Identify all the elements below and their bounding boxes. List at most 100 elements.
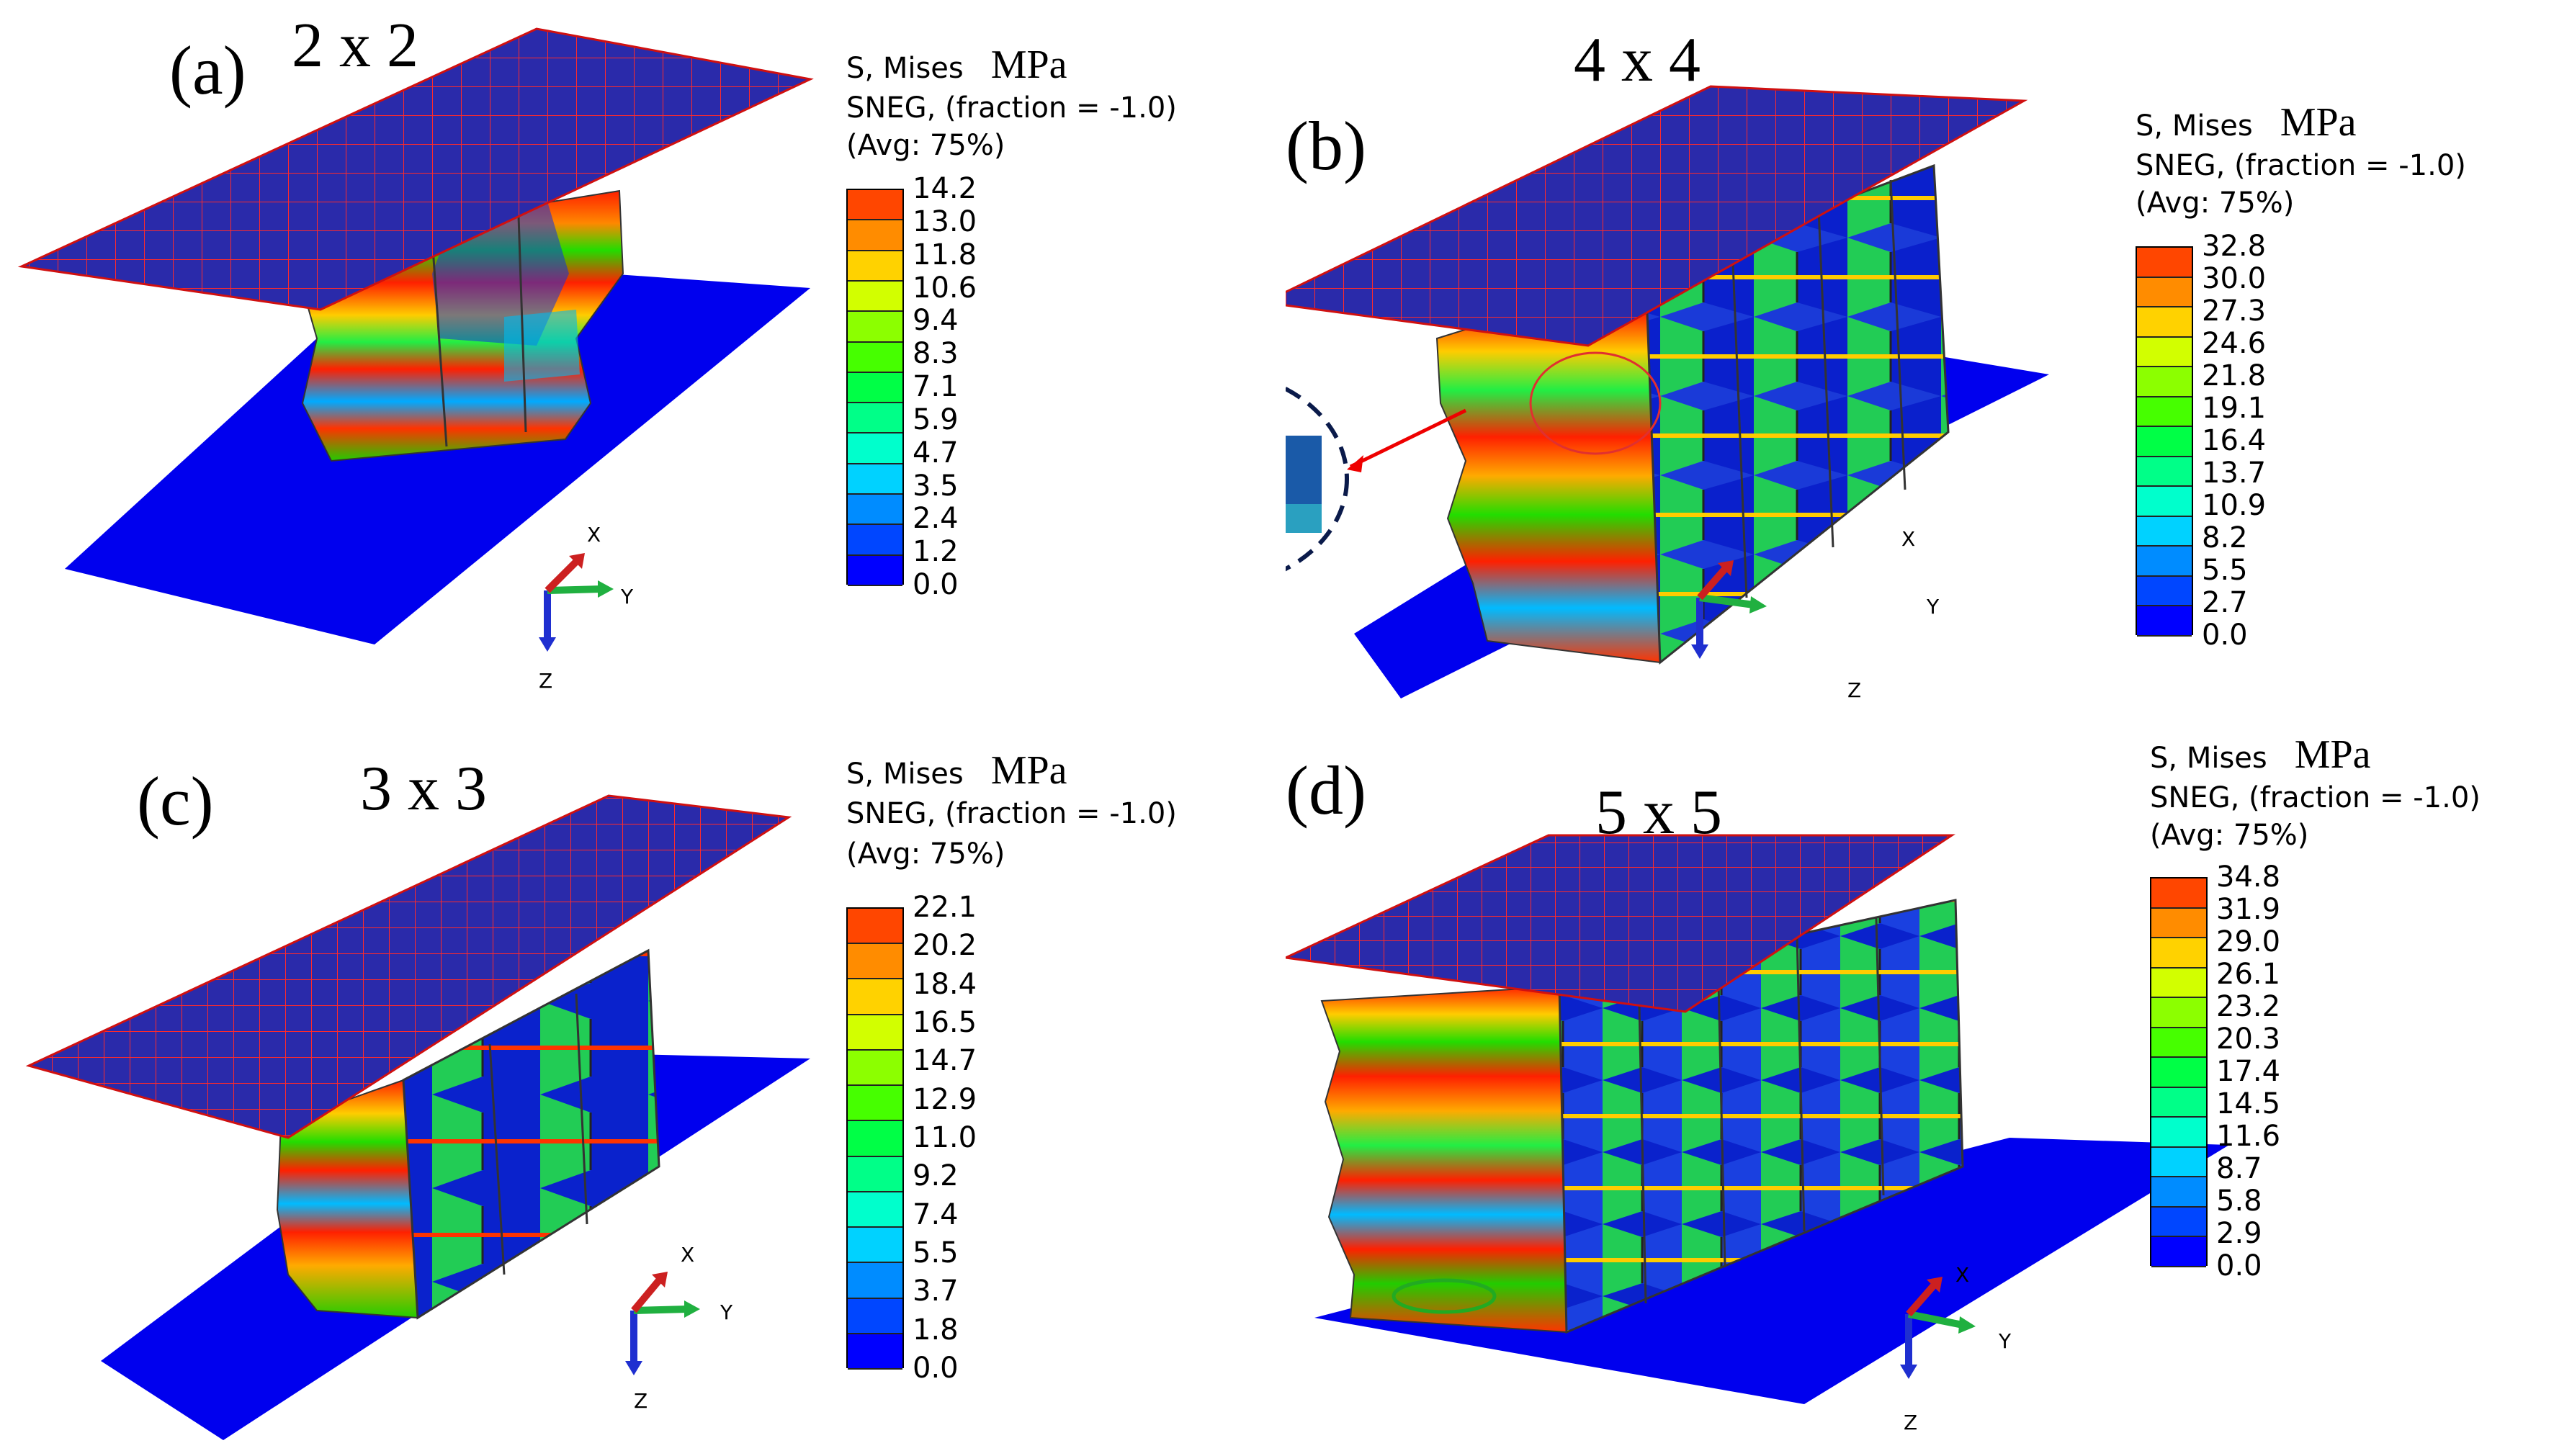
color-bar-segment [2151,1207,2206,1238]
color-bar-segment [2151,1058,2206,1088]
axis-triad-a: X Y Z [539,523,634,693]
color-bar-segment [2151,908,2206,939]
axis-triad-c: X Y Z [625,1243,733,1413]
color-bar-segment [2137,547,2192,577]
panel-b: X Y Z (b) 4 x 4 S, Mises MPa SNEG, (fract… [1286,0,2572,720]
stress-legend: S, Mises MPa SNEG, (fraction = -1.0) (Avg… [2136,94,2546,662]
color-bar-segment [848,1192,902,1228]
color-bar-segment [2137,277,2192,308]
color-bar-segment [848,979,902,1015]
legend-tick-label: 1.2 [913,535,959,569]
legend-tick-label: 30.0 [2202,262,2267,295]
fea-model-d: X Y Z [1286,834,2229,1434]
legend-avg: (Avg: 75%) [2150,819,2309,852]
color-bar-segment [2151,878,2206,909]
legend-tick-label: 29.0 [2216,925,2281,958]
legend-tick-label: 34.8 [2216,860,2281,894]
legend-tick-label: 18.4 [913,967,977,1001]
color-bar-segment [848,312,902,343]
legend-tick-label: 16.4 [2202,424,2267,457]
legend-tick-label: 3.5 [913,469,959,503]
color-bar-segment [2137,248,2192,278]
legend-tick-label: 9.2 [913,1159,959,1193]
legend-tick-label: 14.5 [2216,1087,2281,1120]
color-bar-segment [848,1086,902,1122]
grid-size-title: 5 x 5 [1595,778,1722,848]
legend-tick-label: 12.9 [913,1082,977,1116]
color-bar-segment [2137,427,2192,457]
color-bar [846,907,904,1370]
color-bar-segment [848,1050,902,1087]
color-bar [2150,877,2208,1267]
legend-tick-label: 11.8 [913,238,977,271]
legend-tick-label: 1.8 [913,1313,959,1347]
legend-tick-label: 27.3 [2202,295,2267,328]
color-bar-segment [2151,1118,2206,1148]
fea-model-c: X Y Z [25,794,810,1440]
color-bar-segment [848,525,902,556]
stress-legend: S, Mises MPa SNEG, (fraction = -1.0) (Avg… [846,734,1278,1411]
panel-a: X Y Z (a) 2 x 2 S, Mises MPa SNEG, (fract… [0,0,1286,720]
legend-tick-label: 21.8 [2202,359,2267,392]
color-bar-segment [848,190,902,221]
axis-triad-b: X Y Z [1691,527,1940,702]
legend-tick-label: 13.7 [2202,457,2267,490]
color-bar-segment [2151,1237,2206,1267]
color-bar-segment [2137,457,2192,487]
color-bar-segment [2151,1147,2206,1178]
legend-tick-label: 0.0 [913,568,959,601]
axis-z-label: Z [1847,678,1861,702]
color-bar-segment [848,251,902,282]
color-bar-segment [2151,1087,2206,1118]
color-bar-segment [2151,938,2206,969]
color-bar-segment [2137,487,2192,517]
axis-y-label: Y [1998,1329,2012,1353]
axis-y-label: Y [1926,595,1940,619]
grid-size-title: 2 x 2 [292,11,418,81]
color-bar-segment [2137,606,2192,637]
color-bar-segment [848,281,902,313]
legend-tick-label: 31.9 [2216,893,2281,926]
panel-tag: (a) [169,32,246,109]
panel-tag: (d) [1286,752,1366,829]
legend-tick-label: 19.1 [2202,392,2267,425]
legend-tick-label: 10.6 [913,271,977,305]
color-bar-segment [2151,998,2206,1028]
panel-d: X Y Z (d) 5 x 5 S, Mises MPa SNEG, (fract… [1286,720,2572,1456]
stress-legend: S, Mises MPa SNEG, (fraction = -1.0) (Avg… [846,36,1250,605]
color-bar-segment [848,944,902,980]
legend-tick-label: 8.2 [2202,521,2248,554]
color-bar-segment [848,1015,902,1051]
legend-tick-label: 17.4 [2216,1055,2281,1088]
legend-tick-label: 3.7 [913,1275,959,1308]
legend-sneg: SNEG, (fraction = -1.0) [2150,781,2481,814]
legend-avg: (Avg: 75%) [846,837,1005,871]
color-bar-segment [848,433,902,464]
axis-z-label: Z [539,669,552,693]
axis-z-label: Z [634,1389,648,1413]
legend-sneg: SNEG, (fraction = -1.0) [2136,149,2466,182]
legend-tick-label: 20.3 [2216,1023,2281,1056]
color-bar-segment [2137,397,2192,428]
color-bar-segment [2137,307,2192,338]
legend-tick-label: 2.7 [2202,586,2248,619]
legend-tick-label: 7.4 [913,1197,959,1231]
legend-sneg: SNEG, (fraction = -1.0) [846,797,1177,830]
color-bar-segment [848,372,902,404]
color-bar-segment [848,495,902,526]
color-bar [846,189,904,586]
axis-x-label: X [1901,527,1915,551]
color-bar-segment [2151,1028,2206,1059]
legend-tick-label: 32.8 [2202,230,2267,263]
color-bar-segment [848,1156,902,1192]
color-bar-segment [848,342,902,373]
detail-inset [1286,351,1662,572]
legend-tick-label: 7.1 [913,370,959,403]
legend-tick-label: 24.6 [2202,327,2267,360]
top-plate [1286,834,1955,1013]
color-bar-segment [848,1334,902,1370]
legend-tick-label: 11.6 [2216,1120,2281,1153]
color-bar [2136,246,2193,637]
axis-y-label: Y [720,1300,733,1324]
legend-sneg: SNEG, (fraction = -1.0) [846,91,1177,125]
